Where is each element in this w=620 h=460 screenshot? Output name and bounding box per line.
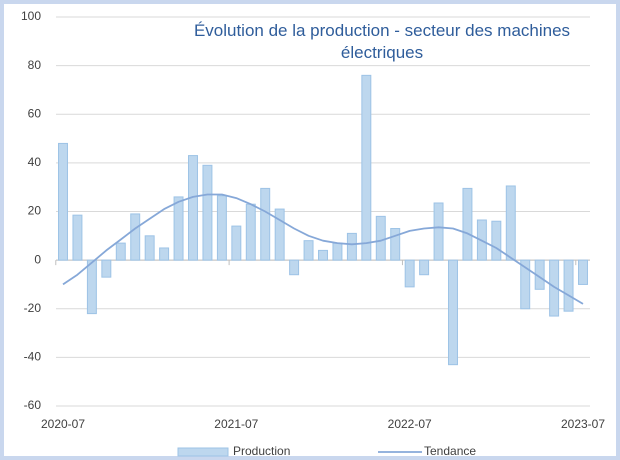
bar — [433, 202, 444, 261]
x-tick-label: 2022-07 — [388, 417, 432, 431]
bar — [390, 228, 401, 261]
bar — [173, 196, 184, 261]
bar — [303, 240, 314, 261]
y-tick-label: 0 — [34, 252, 41, 266]
y-tick-label: -20 — [24, 301, 42, 315]
bar — [245, 203, 256, 261]
bar — [289, 259, 300, 276]
bar — [346, 232, 357, 261]
bar — [188, 155, 198, 261]
bar — [260, 187, 271, 261]
y-tick-label: -40 — [24, 350, 42, 364]
bar — [72, 214, 83, 261]
bar — [462, 187, 473, 261]
bar — [375, 215, 386, 261]
bar — [231, 225, 242, 261]
y-tick-label: 20 — [28, 204, 42, 218]
bar — [130, 213, 141, 261]
bar — [202, 164, 213, 261]
bar — [563, 259, 574, 312]
bar — [549, 259, 560, 317]
bar — [332, 242, 343, 261]
bar — [404, 259, 415, 288]
bar — [419, 259, 430, 276]
legend-label: Tendance — [424, 444, 476, 458]
y-tick-label: 60 — [28, 106, 42, 120]
bar — [448, 259, 458, 366]
x-tick-label: 2023-07 — [561, 417, 605, 431]
bar — [86, 259, 97, 315]
legend-label: Production — [233, 444, 290, 458]
bar — [578, 259, 588, 285]
bar — [101, 259, 112, 278]
bar — [505, 185, 516, 261]
legend-swatch — [177, 447, 229, 457]
trend-line — [62, 193, 584, 305]
bar — [274, 208, 285, 261]
bar — [216, 195, 227, 261]
x-tick-label: 2020-07 — [41, 417, 85, 431]
y-tick-label: 100 — [21, 9, 41, 23]
bar — [115, 242, 126, 261]
bar — [491, 220, 502, 261]
bar — [520, 259, 531, 310]
y-tick-label: 80 — [28, 58, 42, 72]
x-tick-label: 2021-07 — [214, 417, 258, 431]
bar — [144, 235, 155, 261]
y-tick-label: 40 — [28, 155, 42, 169]
bar — [318, 249, 328, 261]
bar — [58, 142, 68, 261]
y-tick-label: -60 — [24, 398, 42, 412]
bar — [159, 247, 170, 261]
bar — [361, 74, 372, 261]
chart-title: Évolution de la production - secteur des… — [193, 21, 571, 62]
